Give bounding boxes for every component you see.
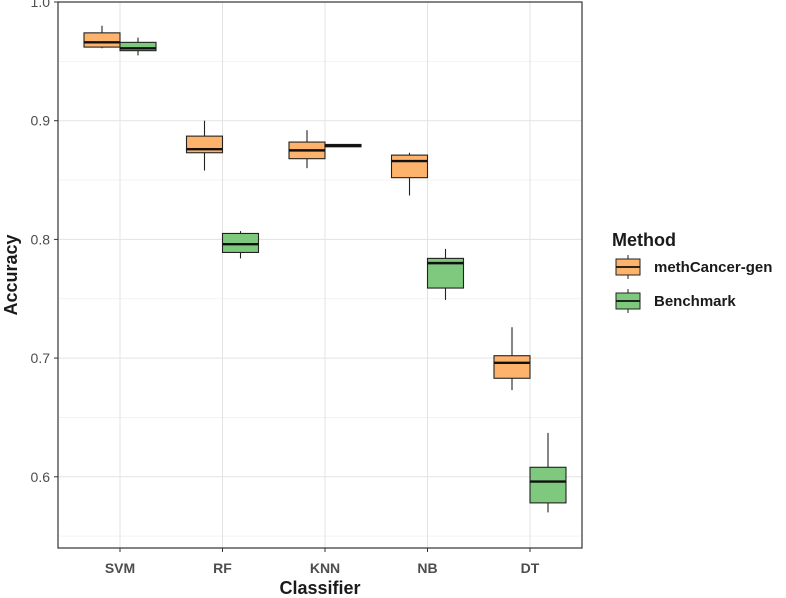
box-benchmark-dt (529, 432, 567, 513)
box-benchmark-svm (119, 37, 157, 56)
y-axis-title: Accuracy (1, 234, 21, 315)
box-methcancer-gen-dt (493, 327, 531, 391)
legend-label: methCancer-gen (654, 259, 772, 276)
axes-layer: 0.6 0.7 0.8 0.9 1.0 SVM RF KNN NB DT (31, 0, 540, 576)
box-methcancer-gen-rf (185, 120, 224, 171)
x-tick-label: NB (417, 560, 437, 576)
x-tick-label: DT (521, 560, 540, 576)
legend-item-benchmark: Benchmark (615, 289, 736, 313)
legend-label: Benchmark (654, 293, 736, 310)
y-tick-label: 0.9 (31, 113, 51, 129)
box-benchmark-nb (426, 248, 465, 300)
box-methcancer-gen-knn (288, 130, 326, 169)
box-body (390, 154, 429, 179)
x-axis-title: Classifier (279, 578, 360, 598)
plot-panel-border (57, 1, 583, 549)
y-tick-label: 0.7 (31, 350, 51, 366)
grid-layer (58, 1, 582, 548)
box-methcancer-gen-nb (390, 152, 429, 196)
box-body (83, 32, 121, 48)
box-benchmark-rf (221, 231, 260, 259)
boxes-layer (83, 25, 567, 513)
box-benchmark-knn (324, 143, 362, 148)
x-tick-label: RF (213, 560, 232, 576)
x-tick-label: SVM (105, 560, 135, 576)
box-methcancer-gen-svm (83, 25, 121, 49)
box-body (119, 41, 157, 52)
legend-item-methcancer-gen: methCancer-gen (615, 255, 772, 279)
legend: Method methCancer-gen Benchmark (612, 230, 772, 313)
box-body (529, 466, 567, 504)
x-tick-label: KNN (310, 560, 340, 576)
legend-title: Method (612, 230, 676, 250)
legend-items: methCancer-gen Benchmark (615, 255, 772, 313)
y-tick-label: 1.0 (31, 0, 51, 10)
y-tick-label: 0.8 (31, 231, 51, 247)
y-tick-label: 0.6 (31, 469, 51, 485)
box-body (493, 355, 531, 379)
